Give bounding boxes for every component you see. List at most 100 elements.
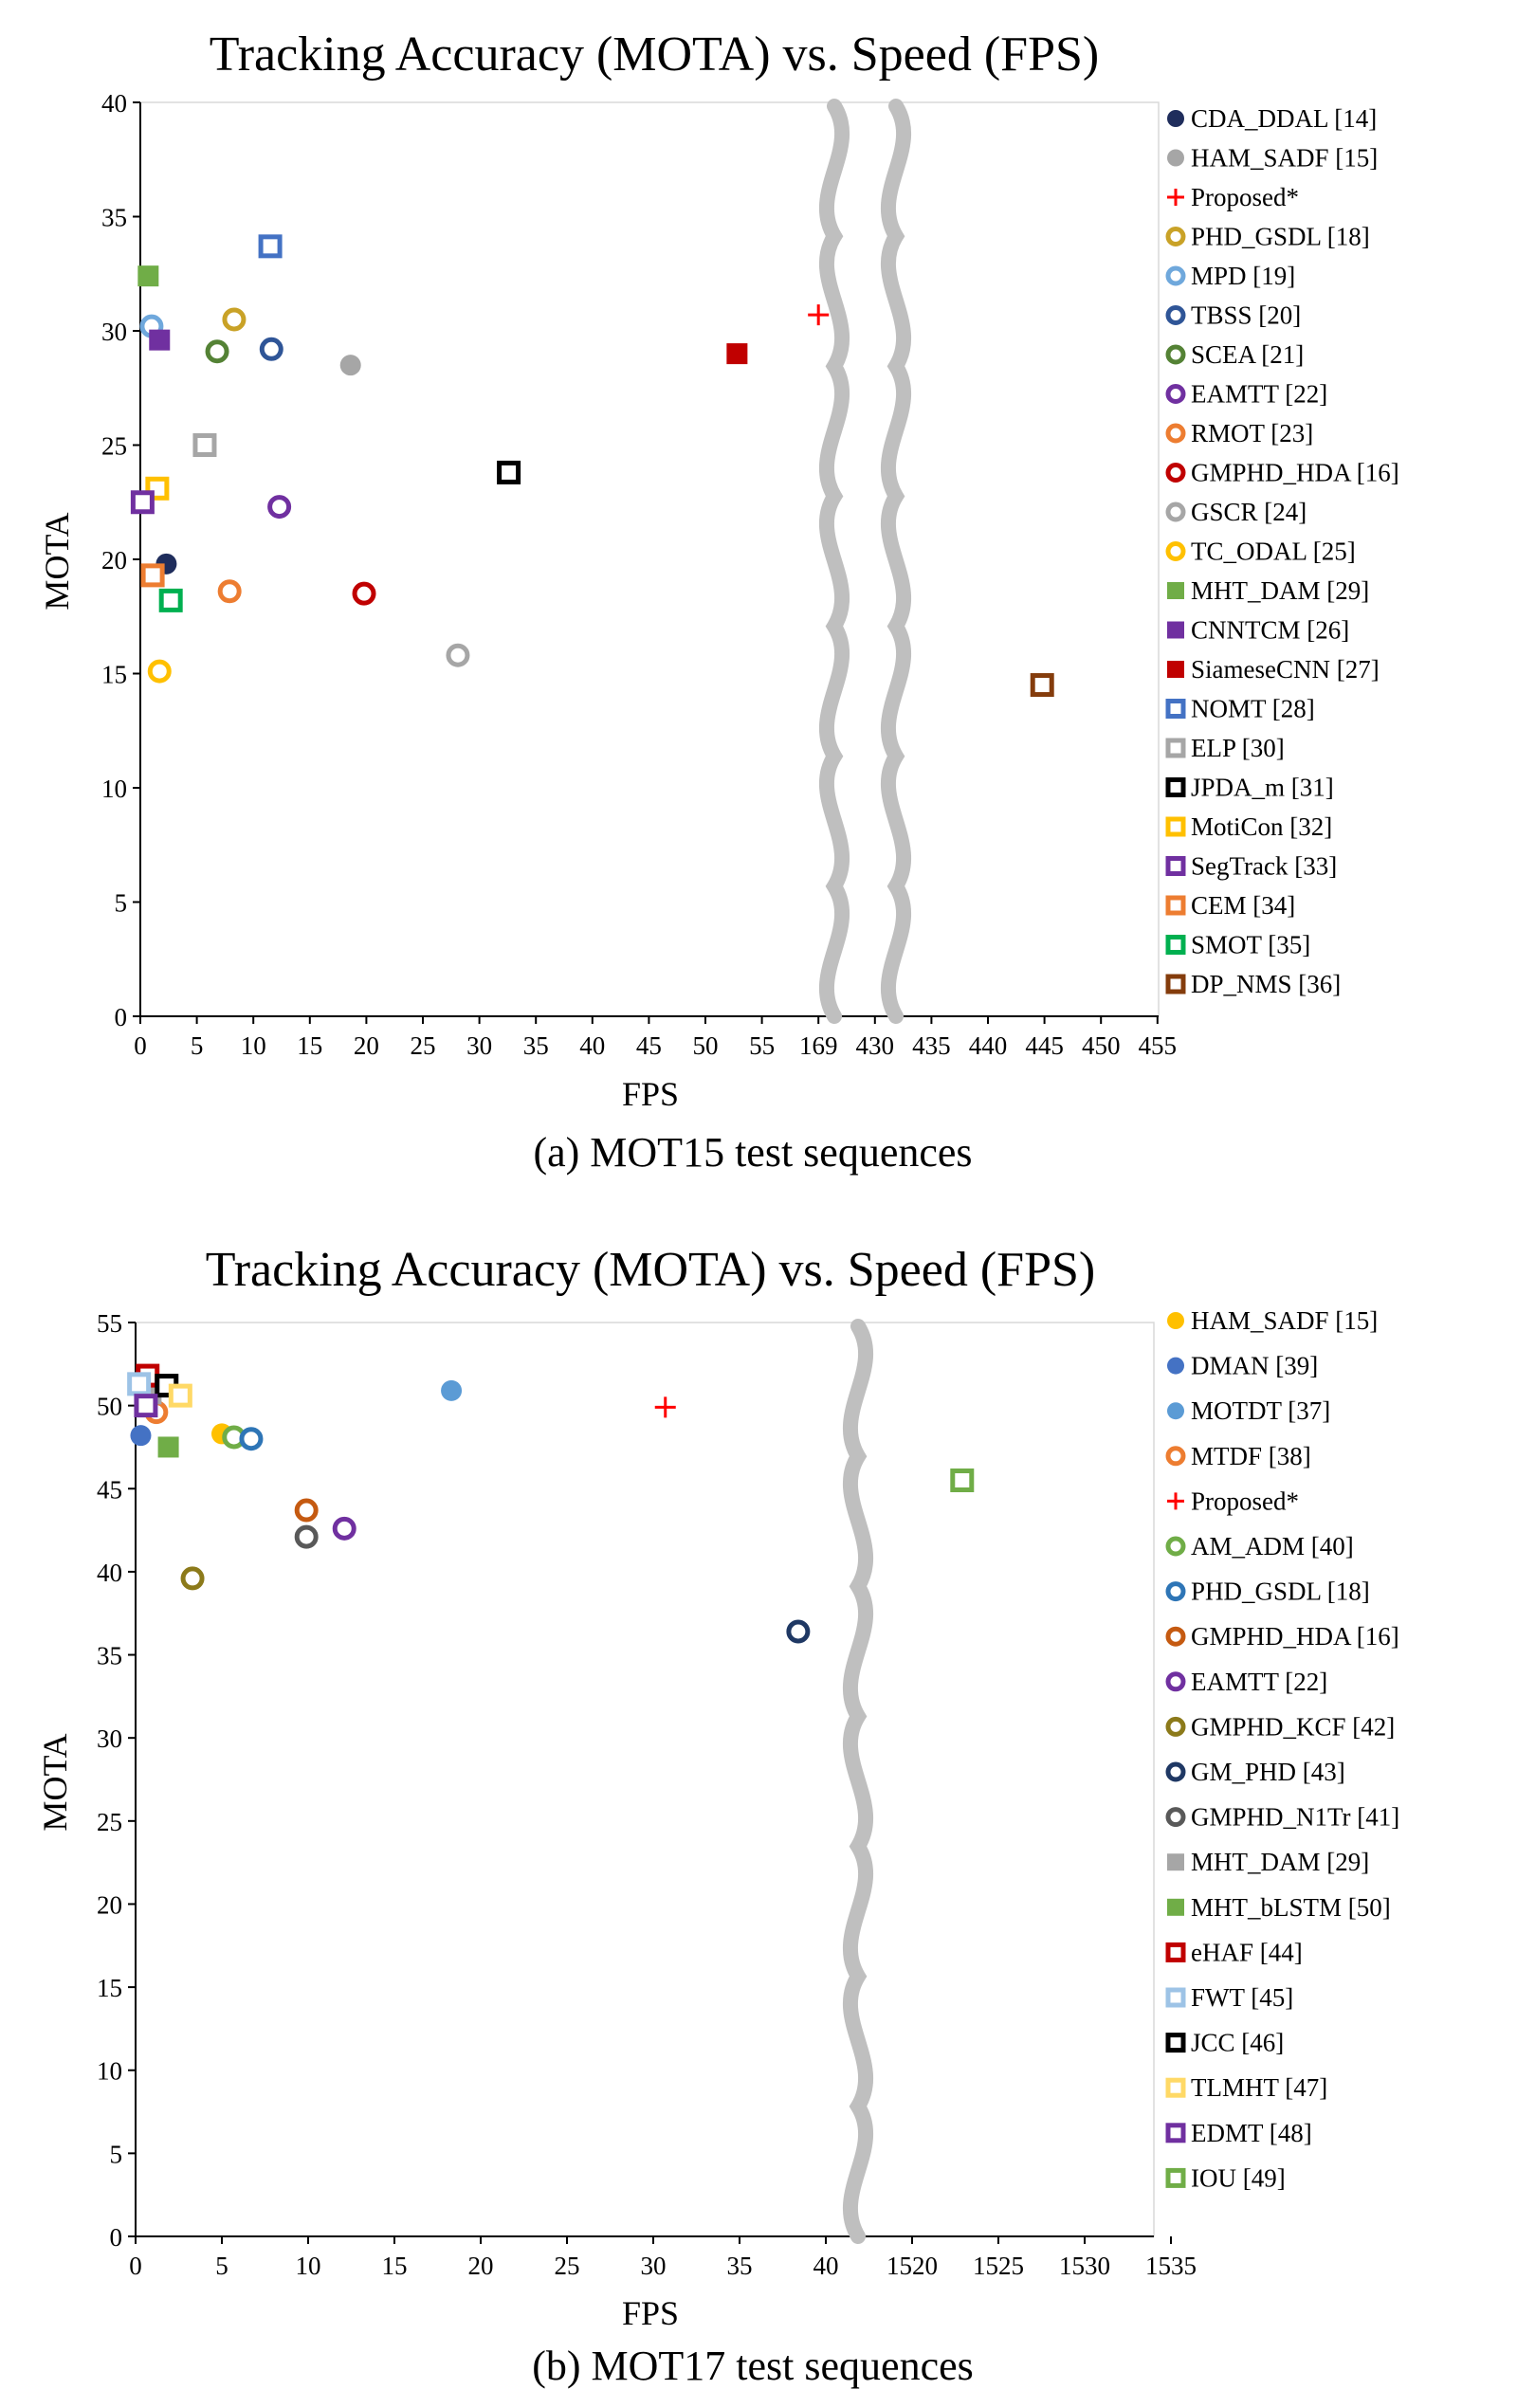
legend-entry: DP_NMS [36] xyxy=(1165,970,1341,998)
legend-marker xyxy=(1165,265,1186,286)
x-tick-label: 0 xyxy=(134,1031,147,1060)
legend-entry: PHD_GSDL [18] xyxy=(1165,223,1370,251)
x-tick-label: 40 xyxy=(579,1031,605,1060)
y-axis-label: MOTA xyxy=(38,512,76,610)
legend-entry: MPD [19] xyxy=(1165,262,1295,290)
legend-entry: SCEA [21] xyxy=(1165,340,1304,369)
chart-caption: (b) MOT17 test sequences xyxy=(532,2343,974,2389)
legend-entry: CNNTCM [26] xyxy=(1167,616,1349,645)
x-tick-label: 20 xyxy=(468,2252,494,2280)
legend-entry: MotiCon [32] xyxy=(1165,812,1332,841)
legend-label: MTDF [38] xyxy=(1191,1442,1311,1470)
x-tick-label: 45 xyxy=(636,1031,662,1060)
x-tick-label: 1525 xyxy=(973,2252,1024,2280)
legend-label: GMPHD_KCF [42] xyxy=(1191,1712,1395,1741)
legend-marker xyxy=(1165,777,1186,797)
legend-entry: SMOT [35] xyxy=(1165,931,1310,959)
legend-label: IOU [49] xyxy=(1191,2163,1286,2192)
legend-entry: Proposed* xyxy=(1167,183,1299,211)
legend-entry: Proposed* xyxy=(1167,1487,1299,1515)
data-point xyxy=(786,1619,811,1644)
legend-marker xyxy=(1165,974,1186,994)
legend-entry: EDMT [48] xyxy=(1165,2119,1312,2147)
legend-label: GMPHD_HDA [16] xyxy=(1191,1622,1399,1651)
legend-entry: PHD_GSDL [18] xyxy=(1165,1578,1370,1606)
data-point xyxy=(267,495,292,520)
x-tick-label: 440 xyxy=(969,1031,1008,1060)
legend-marker xyxy=(1165,227,1186,246)
legend-label: GM_PHD [43] xyxy=(1191,1758,1345,1786)
y-tick-label: 5 xyxy=(110,2140,123,2168)
data-point xyxy=(339,355,361,376)
legend-label: CNNTCM [26] xyxy=(1191,616,1349,645)
y-tick-label: 20 xyxy=(101,546,127,575)
legend-marker xyxy=(1165,895,1186,916)
legend-entry: FWT [45] xyxy=(1165,1983,1293,2012)
legend-entry: CDA_DDAL [14] xyxy=(1167,104,1377,133)
x-tick-label: 15 xyxy=(382,2252,408,2280)
chart-title: Tracking Accuracy (MOTA) vs. Speed (FPS) xyxy=(206,1243,1095,1297)
x-tick-label: 55 xyxy=(749,1031,775,1060)
data-point xyxy=(140,563,165,588)
legend-label: CEM [34] xyxy=(1191,891,1295,920)
data-point xyxy=(217,579,242,604)
data-point xyxy=(157,1436,179,1458)
legend-marker xyxy=(1165,1581,1186,1602)
legend-marker xyxy=(1167,110,1184,127)
data-point xyxy=(130,490,155,515)
chart-mot17: Tracking Accuracy (MOTA) vs. Speed (FPS)… xyxy=(36,1243,1399,2389)
legend-marker xyxy=(1165,502,1186,522)
legend-label: SCEA [21] xyxy=(1191,340,1304,369)
x-tick-label: 1520 xyxy=(886,2252,938,2280)
data-point xyxy=(158,588,183,612)
legend-label: MOTDT [37] xyxy=(1191,1396,1330,1425)
legend-entry: MOTDT [37] xyxy=(1167,1396,1330,1425)
legend-entry: CEM [34] xyxy=(1165,891,1295,920)
axis-break-band xyxy=(818,99,850,1024)
x-tick-label: 430 xyxy=(856,1031,895,1060)
x-tick-label: 5 xyxy=(191,1031,204,1060)
data-point xyxy=(294,1498,319,1523)
legend-entry: TLMHT [47] xyxy=(1165,2073,1327,2102)
legend-label: HAM_SADF [15] xyxy=(1191,144,1378,173)
data-point xyxy=(147,659,172,684)
legend-entry: GMPHD_HDA [16] xyxy=(1165,1622,1399,1651)
legend-label: AM_ADM [40] xyxy=(1191,1532,1354,1560)
legend-entry: HAM_SADF [15] xyxy=(1167,1306,1378,1335)
legend-entry: MHT_DAM [29] xyxy=(1167,1848,1369,1876)
data-point xyxy=(654,1396,676,1418)
data-point xyxy=(205,339,229,364)
y-tick-label: 35 xyxy=(101,204,127,232)
y-tick-label: 20 xyxy=(97,1890,122,1919)
data-point xyxy=(441,1379,463,1401)
legend-entry: IOU [49] xyxy=(1165,2163,1286,2192)
legend-marker xyxy=(1165,305,1186,325)
data-point xyxy=(127,1372,152,1396)
legend-marker xyxy=(1167,189,1184,206)
y-tick-label: 0 xyxy=(110,2223,123,2252)
legend-label: EDMT [48] xyxy=(1191,2119,1312,2147)
legend-entry: GM_PHD [43] xyxy=(1165,1758,1345,1786)
legend-marker xyxy=(1165,1807,1186,1828)
legend-marker xyxy=(1165,1536,1186,1557)
legend-marker xyxy=(1165,699,1186,719)
data-point xyxy=(130,1425,152,1447)
legend-entry: MTDF [38] xyxy=(1165,1442,1311,1470)
y-tick-label: 55 xyxy=(97,1309,122,1338)
axis-break-marks xyxy=(842,1319,874,2244)
legend-marker xyxy=(1165,541,1186,561)
legend-marker xyxy=(1165,1987,1186,2008)
y-tick-label: 45 xyxy=(97,1475,122,1504)
y-axis-label: MOTA xyxy=(36,1733,74,1831)
x-tick-label: 30 xyxy=(641,2252,667,2280)
legend-label: EAMTT [22] xyxy=(1191,380,1327,409)
data-point xyxy=(808,304,830,326)
x-tick-label: 445 xyxy=(1025,1031,1064,1060)
legend-label: MHT_DAM [29] xyxy=(1191,1848,1369,1876)
legend-label: PHD_GSDL [18] xyxy=(1191,223,1370,251)
data-point xyxy=(149,329,171,351)
legend-label: Proposed* xyxy=(1191,1487,1299,1515)
data-point xyxy=(137,265,159,287)
legend-label: SMOT [35] xyxy=(1191,931,1310,959)
